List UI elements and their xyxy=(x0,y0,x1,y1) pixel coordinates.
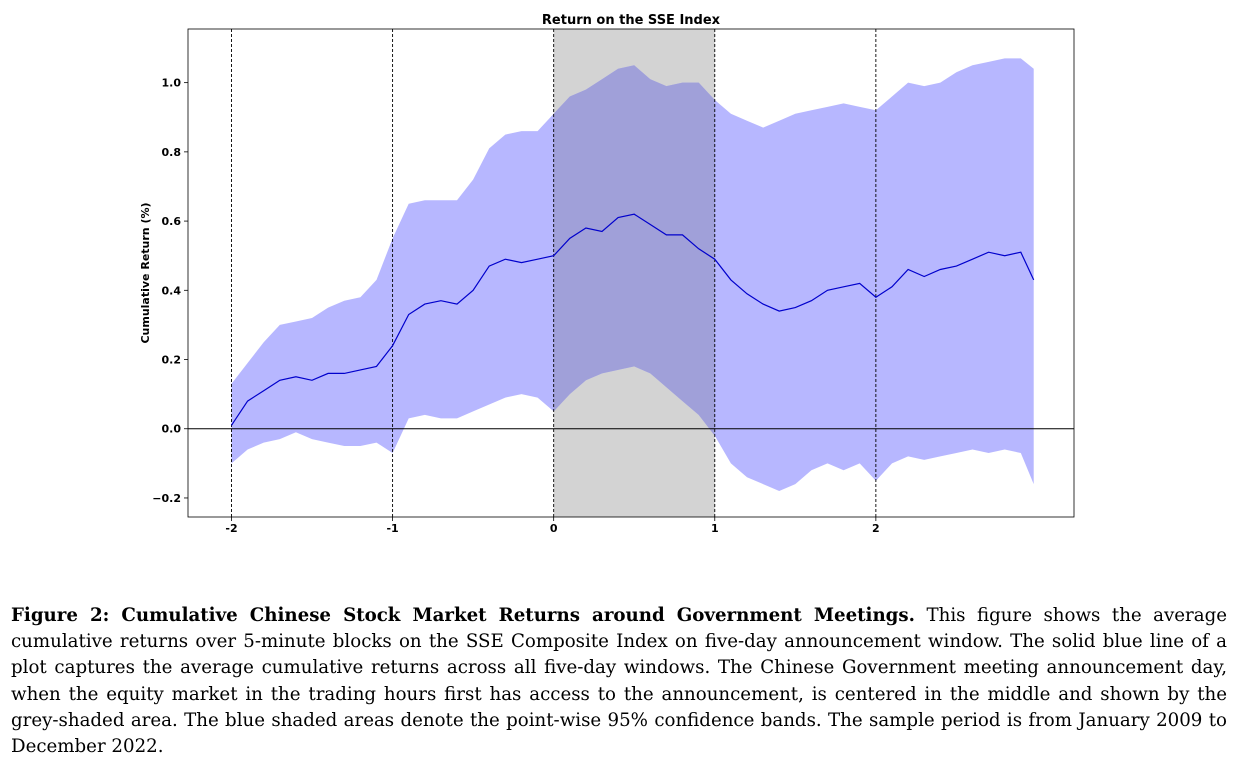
x-axis-ticks: -2 -1 0 1 2 xyxy=(225,517,880,535)
chart-title: Return on the SSE Index xyxy=(542,13,721,28)
y-tick-label: 0.8 xyxy=(162,146,182,159)
vertical-lines xyxy=(231,29,877,517)
x-tick-label: -2 xyxy=(225,522,237,535)
confidence-bands xyxy=(231,58,1034,492)
y-tick-label: 0.0 xyxy=(162,423,182,436)
caption-text: This figure shows the average cumulative… xyxy=(11,605,1228,758)
y-axis-ticks: −0.2 0.0 0.2 0.4 0.6 0.8 1.0 xyxy=(152,77,188,505)
confidence-band-overlap xyxy=(553,65,715,436)
mean-cumulative-return-line xyxy=(231,213,1035,426)
chart: -2 -1 0 1 2 −0.2 0.0 0.2 0.4 0.6 0.8 1.0 Return on… xyxy=(139,13,1075,535)
y-tick-label: 0.2 xyxy=(162,354,182,367)
mean-line xyxy=(231,213,1035,426)
figure-caption: Figure 2: Cumulative Chinese Stock Marke… xyxy=(11,603,1227,760)
chart-container: -2 -1 0 1 2 −0.2 0.0 0.2 0.4 0.6 0.8 1.0 Return on… xyxy=(139,13,1075,535)
y-tick-label: −0.2 xyxy=(152,492,181,505)
plot-border xyxy=(187,28,1075,518)
x-tick-label: 2 xyxy=(872,522,880,535)
y-axis-label: Cumulative Return (%) xyxy=(139,202,152,343)
x-tick-label: 1 xyxy=(711,522,719,535)
caption-label: Figure 2: Cumulative Chinese Stock Marke… xyxy=(11,605,915,626)
y-tick-label: 0.6 xyxy=(162,215,182,228)
y-tick-label: 0.4 xyxy=(162,284,182,297)
y-tick-label: 1.0 xyxy=(162,77,182,90)
x-tick-label: -1 xyxy=(386,522,398,535)
x-tick-label: 0 xyxy=(550,522,558,535)
